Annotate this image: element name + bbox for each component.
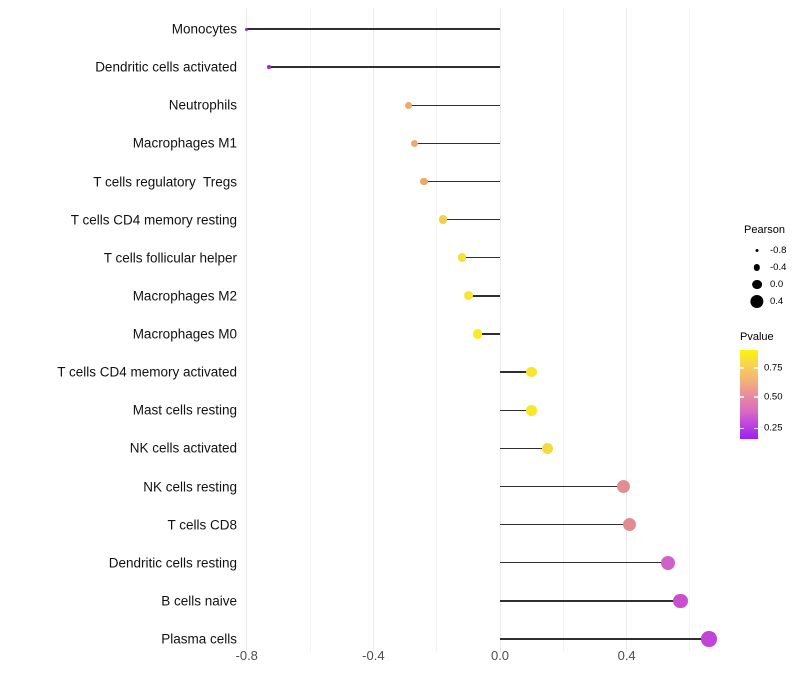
legend-size-label: -0.4: [770, 262, 787, 273]
lollipop-stick: [477, 333, 500, 335]
colorbar-tick-left: [740, 396, 744, 398]
lollipop-dot: [526, 404, 537, 416]
legend-size-label: 0.4: [770, 296, 784, 307]
lollipop-stick: [500, 371, 532, 373]
lollipop-dot: [404, 101, 412, 109]
major-gridline: [372, 8, 374, 652]
lollipop-stick: [500, 600, 681, 602]
lollipop-dot: [660, 555, 675, 570]
lollipop-stick: [500, 523, 630, 526]
lollipop-stick: [462, 257, 500, 259]
lollipop-stick: [500, 638, 709, 640]
y-axis-category-label: B cells naive: [161, 593, 237, 609]
legend-pearson-entry: 0.0: [744, 276, 785, 293]
minor-gridline: [309, 8, 311, 652]
minor-gridline: [689, 8, 691, 652]
lollipop-dot: [701, 631, 717, 647]
legend-pearson-entry: -0.4: [744, 259, 787, 276]
minor-gridline: [562, 8, 564, 652]
y-axis-category-label: Macrophages M0: [132, 326, 237, 342]
minor-gridline: [436, 8, 438, 652]
lollipop-stick: [500, 485, 624, 488]
y-axis-category-label: T cells follicular helper: [103, 250, 237, 266]
legend-pearson-entry: 0.4: [744, 293, 785, 310]
y-axis-category-label: T cells CD4 memory resting: [70, 212, 237, 228]
lollipop-dot: [457, 253, 467, 263]
colorbar-tick-left: [740, 367, 744, 369]
legend-pearson-title: Pearson: [744, 224, 785, 236]
colorbar-tick-right: [754, 427, 758, 430]
y-axis-category-label: Macrophages M1: [132, 135, 237, 151]
lollipop-dot: [267, 65, 271, 69]
lollipop-dot: [673, 593, 688, 609]
legend-size-dot: [753, 264, 761, 271]
lollipop-dot: [420, 177, 428, 186]
legend-size-dot: [752, 279, 762, 290]
lollipop-dot: [623, 517, 637, 532]
colorbar-tick-label: 0.75: [764, 362, 783, 374]
y-axis-category-label: Macrophages M2: [132, 288, 237, 304]
lollipop-dot: [410, 139, 419, 148]
lollipop-dot: [245, 27, 249, 31]
colorbar-tick-right: [754, 396, 758, 398]
lollipop-stick: [468, 295, 500, 297]
major-gridline: [626, 8, 628, 652]
y-axis-category-label: T cells regulatory Tregs: [93, 174, 237, 189]
x-axis-tick-label: 0.0: [490, 648, 510, 663]
x-axis-tick-label: -0.4: [362, 648, 385, 663]
y-axis-category-label: NK cells activated: [129, 440, 237, 456]
legend-size-dot: [750, 294, 764, 309]
y-axis-category-label: Monocytes: [171, 21, 237, 37]
y-axis-category-label: Mast cells resting: [132, 402, 237, 418]
legend-pvalue-title: Pvalue: [740, 331, 774, 343]
pvalue-colorbar: 0.75 0.50 0.25: [740, 350, 783, 439]
y-axis-category-label: T cells CD8: [167, 517, 237, 533]
y-axis-category-label: Plasma cells: [161, 631, 237, 647]
y-axis-category-label: Dendritic cells activated: [95, 59, 237, 75]
legend-size-label: 0.0: [770, 279, 784, 290]
colorbar-tick-label: 0.50: [764, 391, 783, 403]
lollipop-stick: [268, 66, 500, 68]
y-axis-category-label: T cells CD4 memory activated: [57, 364, 237, 380]
y-axis-category-label: Dendritic cells resting: [108, 555, 237, 571]
legend-pearson-entries: -0.8 -0.4 0.0 0.4: [744, 242, 787, 310]
lollipop-dot: [473, 329, 483, 339]
y-axis-category-label: NK cells resting: [143, 479, 237, 494]
x-axis-tick-label: 0.4: [617, 648, 636, 663]
legend-pvalue: Pvalue 0.75 0.50 0.25: [740, 331, 783, 439]
lollipop-dot: [463, 291, 473, 301]
legend-pearson-entry: -0.8: [744, 242, 787, 259]
lollipop-dot: [541, 442, 553, 454]
lollipop-stick: [408, 104, 500, 106]
legend-size-label: -0.8: [770, 245, 787, 256]
lollipop-stick: [443, 218, 500, 221]
legend-size-dot: [755, 249, 759, 252]
lollipop-stick: [424, 180, 500, 183]
lollipop-dot: [438, 215, 448, 224]
y-axis-category-label: Neutrophils: [168, 97, 237, 113]
lollipop-dot: [616, 479, 631, 494]
colorbar-tick-left: [740, 427, 744, 430]
colorbar-tick-right: [754, 367, 758, 369]
lollipop-stick: [246, 28, 500, 30]
major-gridline: [499, 8, 501, 652]
colorbar-tick-label: 0.25: [764, 422, 783, 434]
lollipop-stick: [500, 447, 548, 450]
lollipop-stick: [414, 142, 500, 145]
x-axis-tick-label: -0.8: [235, 648, 258, 663]
major-gridline: [246, 8, 248, 652]
lollipop-stick: [500, 409, 532, 411]
legend-pearson: Pearson -0.8 -0.4 0.0 0.4: [744, 224, 787, 310]
lollipop-stick: [500, 562, 668, 564]
lollipop-dot: [526, 366, 537, 378]
